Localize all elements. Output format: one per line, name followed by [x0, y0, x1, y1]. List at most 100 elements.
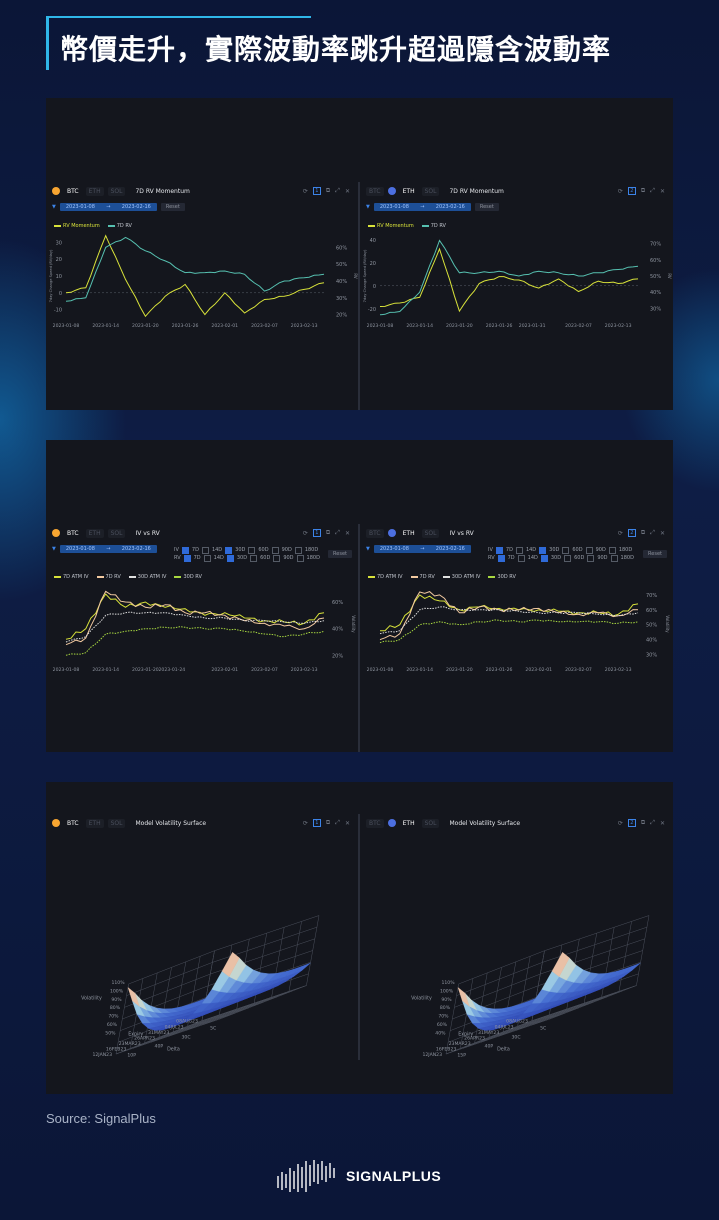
legend-30d-atm-iv[interactable]: 30D ATM IV — [442, 574, 480, 580]
iv-14d-checkbox[interactable] — [201, 546, 209, 554]
tab-sol[interactable]: SOL — [107, 528, 126, 538]
rv-7d-checkbox[interactable] — [183, 554, 191, 562]
tab-eth[interactable]: ETH — [85, 818, 104, 828]
tab-btc[interactable]: BTC — [366, 528, 384, 538]
x-tick-label: 2023-02-07 — [565, 323, 592, 329]
expand-icon[interactable]: ⤢ — [650, 529, 655, 536]
expiry-axis-label: Expiry — [458, 1031, 473, 1037]
date-range-input[interactable]: 2023-01-08 → 2023-02-16 — [373, 545, 471, 553]
tab-btc[interactable]: BTC — [67, 819, 79, 827]
refresh-icon[interactable]: ⟳ — [302, 187, 308, 195]
y2-tick-label: 40% — [332, 627, 343, 633]
copy-icon[interactable]: ⧉ — [640, 819, 646, 826]
refresh-icon[interactable]: ⟳ — [617, 187, 623, 195]
tab-eth[interactable]: ETH — [85, 186, 104, 196]
tab-sol[interactable]: SOL — [107, 186, 126, 196]
close-icon[interactable]: ✕ — [659, 819, 665, 827]
copy-icon[interactable]: ⧉ — [640, 529, 646, 536]
legend-30d-atm-iv[interactable]: 30D ATM IV — [128, 574, 166, 580]
layout-icon[interactable]: 1 — [312, 819, 321, 827]
rv-60d-checkbox[interactable] — [564, 554, 572, 562]
date-range-input[interactable]: 2023-01-08 → 2023-02-16 — [59, 545, 157, 553]
layout-icon[interactable]: 1 — [312, 187, 321, 195]
rv-90d-checkbox[interactable] — [587, 554, 595, 562]
refresh-icon[interactable]: ⟳ — [617, 529, 623, 537]
reset-button[interactable]: Reset — [474, 203, 499, 211]
vol-surface-eth[interactable]: 110% 100% 90% 80% 70% 60% 40% Volatility 08AUG23… — [360, 832, 673, 1062]
iv-14d-checkbox[interactable] — [515, 546, 523, 554]
layout-icon[interactable]: 2 — [627, 529, 636, 537]
rv-30d-checkbox[interactable] — [226, 554, 234, 562]
rv-30d-checkbox[interactable] — [540, 554, 548, 562]
tab-eth[interactable]: ETH — [85, 528, 104, 538]
refresh-icon[interactable]: ⟳ — [302, 819, 308, 827]
rv-180d-checkbox[interactable] — [296, 554, 304, 562]
legend-7d-atm-iv[interactable]: 7D ATM IV — [54, 574, 89, 580]
vol-surface-btc[interactable]: 110% 100% 90% 80% 70% 60% 50% Volatility 08AUG23… — [46, 832, 358, 1062]
tab-eth[interactable]: ETH — [402, 187, 415, 195]
copy-icon[interactable]: ⧉ — [640, 187, 646, 194]
iv-90d-checkbox[interactable] — [585, 546, 593, 554]
refresh-icon[interactable]: ⟳ — [302, 529, 308, 537]
legend-rv-momentum[interactable]: RV Momentum — [368, 223, 414, 229]
tab-btc[interactable]: BTC — [67, 529, 79, 537]
expand-icon[interactable]: ⤢ — [650, 187, 655, 194]
refresh-icon[interactable]: ⟳ — [617, 819, 623, 827]
rv-180d-checkbox[interactable] — [610, 554, 618, 562]
layout-icon[interactable]: 2 — [627, 819, 636, 827]
rv-90d-checkbox[interactable] — [273, 554, 281, 562]
date-range-input[interactable]: 2023-01-08 → 2023-02-16 — [373, 203, 471, 211]
tab-sol[interactable]: SOL — [421, 818, 440, 828]
iv-60d-checkbox[interactable] — [562, 546, 570, 554]
layout-icon[interactable]: 2 — [627, 187, 636, 195]
layout-icon[interactable]: 1 — [312, 529, 321, 537]
legend-7d-rv[interactable]: 7D RV — [107, 223, 132, 229]
close-icon[interactable]: ✕ — [344, 529, 350, 537]
reset-button[interactable]: Reset — [160, 203, 185, 211]
iv-30d-checkbox[interactable] — [225, 546, 233, 554]
close-icon[interactable]: ✕ — [659, 529, 665, 537]
copy-icon[interactable]: ⧉ — [325, 819, 331, 826]
legend-7d-rv[interactable]: 7D RV — [421, 223, 446, 229]
legend-30d-rv[interactable]: 30D RV — [174, 574, 202, 580]
iv-180d-checkbox[interactable] — [294, 546, 302, 554]
expand-icon[interactable]: ⤢ — [335, 819, 340, 826]
close-icon[interactable]: ✕ — [659, 187, 665, 195]
x-tick-label: 2023-01-26 — [486, 323, 513, 329]
y2-tick-label: 60% — [336, 245, 347, 251]
legend-7d-rv[interactable]: 7D RV — [96, 574, 121, 580]
close-icon[interactable]: ✕ — [344, 187, 350, 195]
expand-icon[interactable]: ⤢ — [335, 187, 340, 194]
close-icon[interactable]: ✕ — [344, 819, 350, 827]
rv-7d-checkbox[interactable] — [497, 554, 505, 562]
tab-eth[interactable]: ETH — [402, 529, 415, 537]
iv-60d-checkbox[interactable] — [248, 546, 256, 554]
rv-60d-checkbox[interactable] — [250, 554, 258, 562]
iv-7d-checkbox[interactable] — [495, 546, 503, 554]
legend-7d-rv[interactable]: 7D RV — [410, 574, 435, 580]
copy-icon[interactable]: ⧉ — [325, 529, 331, 536]
rv-14d-checkbox[interactable] — [517, 554, 525, 562]
legend-30d-rv[interactable]: 30D RV — [488, 574, 516, 580]
legend-rv-momentum[interactable]: RV Momentum — [54, 223, 100, 229]
legend-7d-atm-iv[interactable]: 7D ATM IV — [368, 574, 403, 580]
copy-icon[interactable]: ⧉ — [325, 187, 331, 194]
reset-button[interactable]: Reset — [643, 550, 667, 558]
iv-30d-checkbox[interactable] — [539, 546, 547, 554]
iv-90d-checkbox[interactable] — [271, 546, 279, 554]
date-range-input[interactable]: 2023-01-08 → 2023-02-16 — [59, 203, 157, 211]
reset-button[interactable]: Reset — [328, 550, 352, 558]
tab-sol[interactable]: SOL — [421, 528, 440, 538]
iv-7d-checkbox[interactable] — [181, 546, 189, 554]
tab-btc[interactable]: BTC — [67, 187, 79, 195]
rv-14d-checkbox[interactable] — [203, 554, 211, 562]
expand-icon[interactable]: ⤢ — [650, 819, 655, 826]
tab-btc[interactable]: BTC — [366, 186, 384, 196]
y2-tick-label: 60% — [650, 258, 661, 264]
tab-sol[interactable]: SOL — [107, 818, 126, 828]
tab-btc[interactable]: BTC — [366, 818, 384, 828]
iv-180d-checkbox[interactable] — [608, 546, 616, 554]
expand-icon[interactable]: ⤢ — [335, 529, 340, 536]
tab-eth[interactable]: ETH — [402, 819, 415, 827]
tab-sol[interactable]: SOL — [421, 186, 440, 196]
